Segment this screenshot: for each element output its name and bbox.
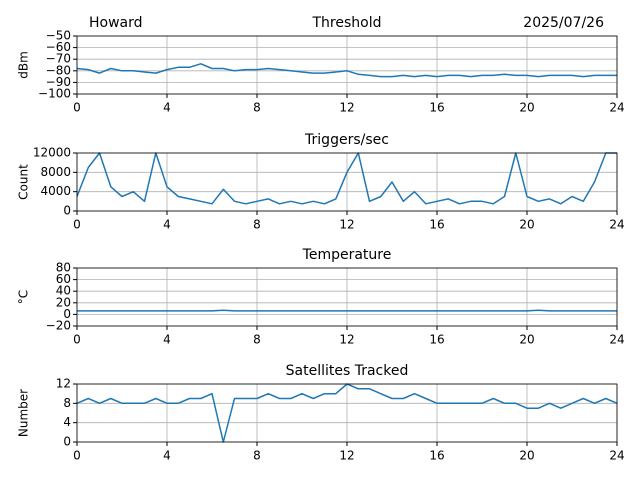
x-tick-label: 4 [163,101,171,115]
y-axis-label: °C [17,290,31,304]
line-series [77,309,617,312]
x-tick-label: 0 [73,218,81,232]
x-tick-label: 24 [609,218,624,232]
y-tick-label: 20 [56,295,71,309]
x-tick-label: 16 [429,101,444,115]
x-tick-label: 0 [73,101,81,115]
x-tick-label: 12 [339,218,354,232]
line-series [76,63,617,78]
y-axis-label: dBm [17,51,31,79]
y-tick-label: −100 [38,87,71,101]
y-tick-label: 8000 [40,165,71,179]
x-tick-label: 20 [519,101,534,115]
y-axis-label: Number [17,389,31,437]
y-tick-label: 4 [63,415,71,429]
x-tick-label: 12 [339,101,354,115]
x-tick-label: 12 [339,333,354,347]
y-tick-label: 8 [63,396,71,410]
y-tick-label: −50 [46,29,71,43]
y-tick-label: −70 [46,52,71,66]
y-tick-label: 40 [56,284,71,298]
x-tick-label: 16 [429,449,444,463]
x-tick-label: 16 [429,218,444,232]
x-tick-label: 20 [519,449,534,463]
y-tick-label: −80 [46,63,71,77]
x-tick-label: 8 [253,218,261,232]
title-left: Howard [89,15,143,31]
y-tick-label: 0 [63,435,71,449]
x-tick-label: 24 [609,101,624,115]
chart-title: Satellites Tracked [286,363,409,379]
x-tick-label: 20 [519,333,534,347]
y-tick-label: 12 [56,377,71,391]
x-tick-label: 24 [609,333,624,347]
plot-frame [76,383,618,443]
x-tick-label: 0 [73,449,81,463]
y-tick-label: 0 [63,204,71,218]
y-tick-label: 80 [56,261,71,275]
line-series [76,152,617,205]
x-tick-label: 20 [519,218,534,232]
y-tick-label: 0 [63,307,71,321]
x-tick-label: 16 [429,333,444,347]
y-tick-label: −60 [46,40,71,54]
plot-frame [76,35,618,95]
x-tick-label: 4 [163,218,171,232]
x-tick-label: 0 [73,333,81,347]
x-tick-label: 24 [609,449,624,463]
plot-frame [76,267,618,327]
x-tick-label: 4 [163,333,171,347]
x-tick-label: 8 [253,333,261,347]
y-tick-label: 12000 [33,146,71,160]
chart-title: Triggers/sec [304,132,389,148]
x-tick-label: 12 [339,449,354,463]
y-tick-label: 4000 [40,184,71,198]
chart-title: Threshold [312,15,382,31]
y-axis-label: Count [17,164,31,200]
x-tick-label: 4 [163,449,171,463]
y-tick-label: −20 [46,319,71,333]
title-right: 2025/07/26 [523,15,604,31]
x-tick-label: 8 [253,449,261,463]
chart-title: Temperature [302,247,392,263]
x-tick-label: 8 [253,101,261,115]
y-tick-label: 60 [56,272,71,286]
y-tick-label: −90 [46,75,71,89]
plot-frame [76,152,618,212]
